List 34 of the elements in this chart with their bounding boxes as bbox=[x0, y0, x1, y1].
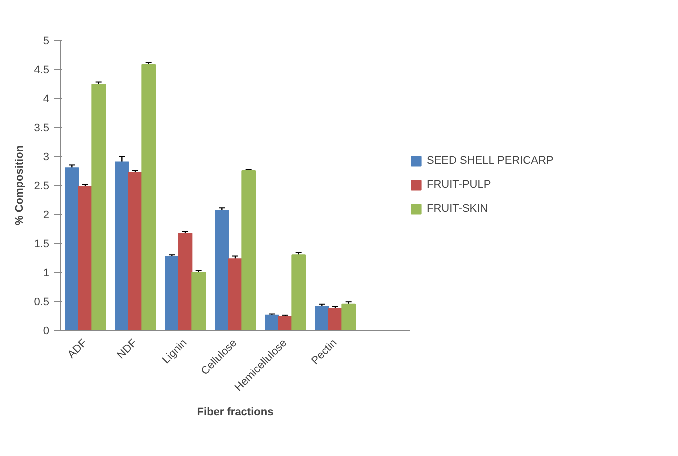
bar bbox=[65, 168, 80, 330]
y-tick-label: 2 bbox=[43, 210, 50, 222]
y-tick-label: 1.5 bbox=[34, 238, 50, 250]
bar bbox=[292, 254, 306, 330]
bar bbox=[342, 304, 356, 330]
bar bbox=[215, 210, 230, 330]
bar bbox=[142, 64, 156, 330]
bar bbox=[128, 172, 143, 330]
x-axis-title: Fiber fractions bbox=[197, 406, 274, 418]
bar bbox=[192, 272, 206, 330]
y-tick-label: 5 bbox=[43, 36, 50, 48]
y-tick-label: 3 bbox=[43, 152, 50, 164]
bar bbox=[265, 314, 280, 330]
y-tick-label: 2.5 bbox=[34, 180, 50, 192]
y-tick-label: 3.5 bbox=[34, 122, 50, 134]
y-tick-label: 4 bbox=[43, 94, 50, 106]
bar bbox=[178, 233, 193, 330]
y-tick-label: 0 bbox=[43, 326, 50, 338]
legend-label: FRUIT-SKIN bbox=[427, 203, 488, 215]
bar bbox=[165, 256, 180, 330]
bar bbox=[278, 316, 293, 330]
bar bbox=[92, 84, 106, 330]
legend-label: FRUIT-PULP bbox=[427, 179, 492, 191]
y-tick-label: 0.5 bbox=[34, 296, 50, 308]
bar bbox=[328, 308, 343, 330]
y-tick-label: 4.5 bbox=[34, 64, 50, 76]
bar bbox=[242, 170, 256, 330]
bar bbox=[115, 162, 130, 330]
y-tick-label: 1 bbox=[43, 268, 50, 280]
legend-label: SEED SHELL PERICARP bbox=[427, 155, 554, 167]
bar bbox=[228, 258, 243, 330]
bar bbox=[78, 186, 93, 330]
bar bbox=[315, 306, 330, 330]
y-axis-title: % Composition bbox=[14, 145, 26, 226]
